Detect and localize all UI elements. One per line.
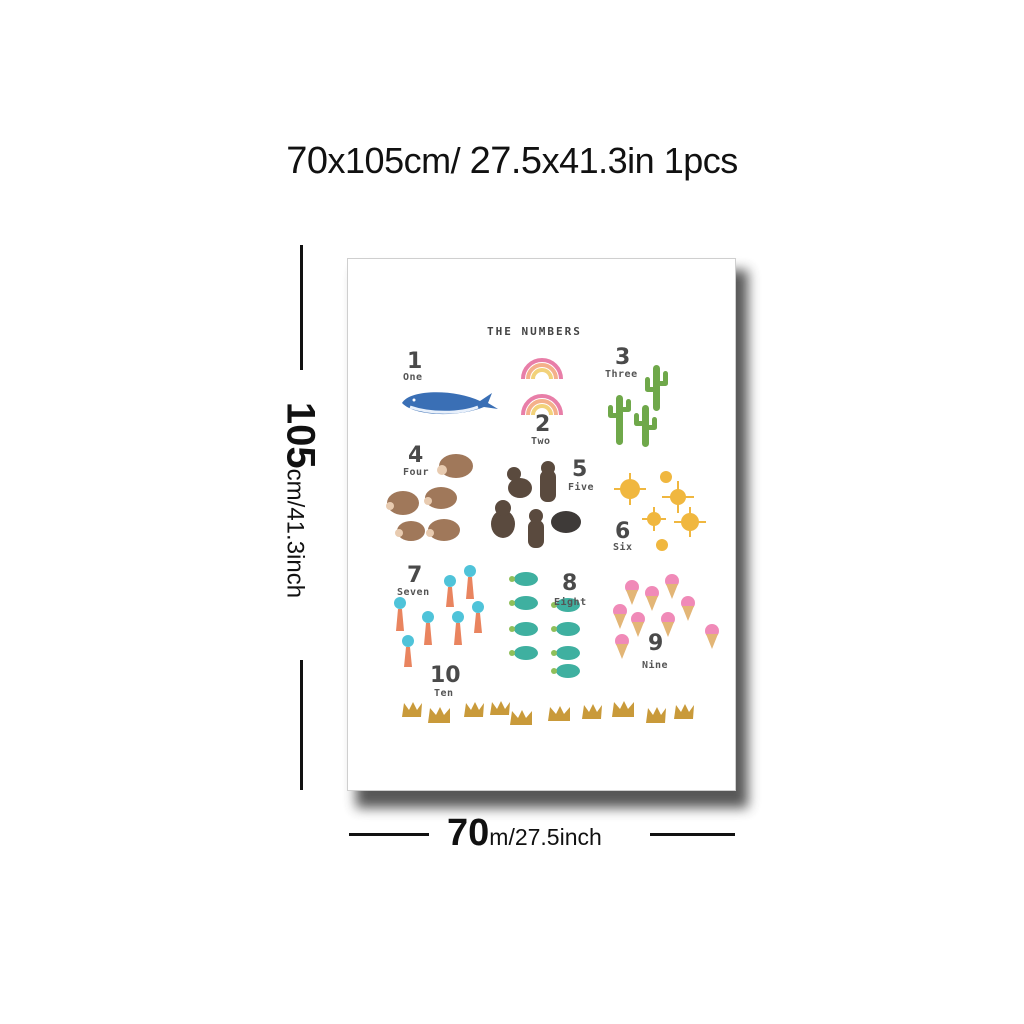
- rainbow-icon: [521, 358, 563, 416]
- size-heading: 70x105cm/ 27.5x41.3in 1pcs: [0, 140, 1024, 183]
- width-line-left: [349, 833, 429, 836]
- word-one: One: [403, 372, 423, 383]
- word-four: Four: [403, 467, 430, 478]
- width-line-right: [650, 833, 735, 836]
- crown-icon: [402, 701, 694, 725]
- number-3: 3: [615, 345, 631, 370]
- mermaid-icon: [394, 565, 484, 667]
- poster-title: THE NUMBERS: [487, 325, 582, 338]
- number-5: 5: [572, 457, 588, 482]
- number-7: 7: [407, 563, 423, 588]
- word-nine: Nine: [642, 660, 669, 671]
- cactus-icon: [608, 365, 668, 447]
- word-eight: Eight: [554, 597, 587, 608]
- width-value: 70: [447, 812, 490, 854]
- height-line-top: [300, 245, 303, 370]
- height-unit: cm/41.3inch: [281, 468, 309, 599]
- sun-icon: [614, 471, 706, 551]
- heading-height-in: x41.3in: [541, 140, 655, 181]
- ice-cream-icon: [613, 574, 719, 659]
- turtle-icon: [509, 572, 580, 678]
- number-8: 8: [562, 571, 578, 596]
- heading-width-cm: 70: [286, 140, 328, 182]
- number-9: 9: [648, 631, 664, 656]
- heading-quantity: 1pcs: [663, 140, 739, 181]
- height-label: 105cm/41.3inch: [277, 399, 323, 601]
- number-1: 1: [407, 349, 423, 374]
- number-4: 4: [408, 443, 424, 468]
- number-2: 2: [535, 412, 551, 437]
- word-five: Five: [568, 482, 595, 493]
- height-value: 105: [278, 401, 323, 469]
- numbers-poster: THE NUMBERS 1 One 2 Two 3 Three: [347, 258, 736, 791]
- word-six: Six: [613, 542, 633, 553]
- word-three: Three: [605, 369, 638, 380]
- width-label: 70m/27.5inch: [447, 812, 602, 855]
- whale-icon: [402, 392, 498, 415]
- width-unit: m/27.5inch: [489, 824, 602, 850]
- word-two: Two: [531, 436, 551, 447]
- bear-icon: [491, 461, 581, 548]
- heading-height-cm: x105cm/: [327, 140, 461, 181]
- number-6: 6: [615, 519, 631, 544]
- word-seven: Seven: [397, 587, 430, 598]
- height-line-bottom: [300, 660, 303, 790]
- number-10: 10: [430, 663, 461, 688]
- hedgehog-icon: [386, 454, 473, 541]
- word-ten: Ten: [434, 688, 454, 699]
- heading-width-in: 27.5: [469, 140, 542, 182]
